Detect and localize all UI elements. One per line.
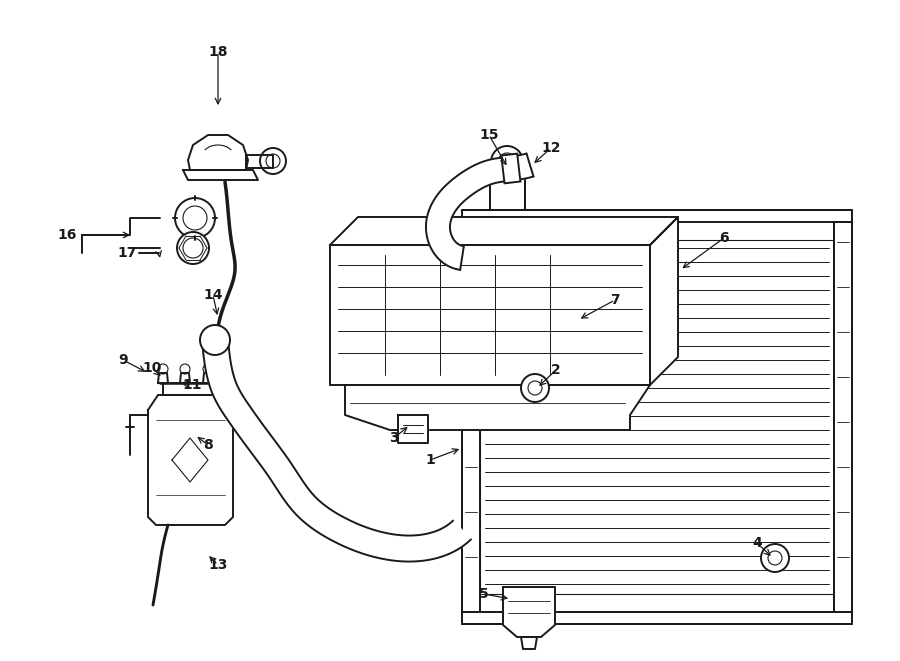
Circle shape — [266, 154, 280, 168]
Polygon shape — [834, 222, 852, 612]
Polygon shape — [203, 373, 213, 383]
Text: 9: 9 — [118, 353, 128, 367]
Polygon shape — [490, 175, 525, 210]
Text: 16: 16 — [58, 228, 77, 242]
Circle shape — [491, 146, 523, 178]
Circle shape — [183, 238, 203, 258]
Polygon shape — [163, 383, 218, 395]
Text: 14: 14 — [203, 288, 223, 302]
Polygon shape — [462, 222, 852, 612]
Circle shape — [260, 148, 286, 174]
Text: 12: 12 — [541, 141, 561, 155]
Text: 18: 18 — [208, 45, 228, 59]
Text: 17: 17 — [118, 246, 137, 260]
Polygon shape — [330, 217, 678, 245]
Circle shape — [498, 153, 516, 171]
Circle shape — [158, 364, 168, 374]
Bar — [501, 153, 520, 183]
Polygon shape — [188, 135, 248, 170]
Polygon shape — [521, 637, 537, 649]
Text: 2: 2 — [551, 363, 561, 377]
Text: 5: 5 — [479, 587, 489, 601]
Polygon shape — [158, 373, 168, 383]
Polygon shape — [148, 395, 233, 525]
Text: 13: 13 — [208, 558, 228, 572]
Circle shape — [200, 325, 230, 355]
Text: 15: 15 — [479, 128, 499, 142]
Polygon shape — [398, 415, 428, 443]
Text: 6: 6 — [719, 231, 729, 245]
Polygon shape — [345, 385, 650, 430]
Polygon shape — [462, 222, 480, 612]
Circle shape — [521, 374, 549, 402]
Polygon shape — [426, 153, 534, 270]
Polygon shape — [462, 210, 852, 222]
Polygon shape — [246, 155, 273, 168]
Polygon shape — [480, 240, 834, 594]
Circle shape — [175, 198, 215, 238]
Text: 3: 3 — [389, 431, 399, 445]
Polygon shape — [503, 587, 555, 637]
Polygon shape — [462, 612, 852, 624]
Text: 8: 8 — [203, 438, 213, 452]
Text: 10: 10 — [142, 361, 162, 375]
Circle shape — [203, 364, 213, 374]
Text: 11: 11 — [182, 378, 202, 392]
Circle shape — [177, 232, 209, 264]
Polygon shape — [180, 373, 190, 383]
Polygon shape — [202, 338, 471, 562]
Polygon shape — [172, 438, 208, 482]
Circle shape — [761, 544, 789, 572]
Circle shape — [180, 364, 190, 374]
Text: 4: 4 — [752, 536, 762, 550]
Circle shape — [183, 206, 207, 230]
Polygon shape — [183, 170, 258, 180]
Text: 1: 1 — [425, 453, 435, 467]
Polygon shape — [330, 245, 650, 385]
Text: 7: 7 — [610, 293, 620, 307]
Circle shape — [768, 551, 782, 565]
Polygon shape — [650, 217, 678, 385]
Circle shape — [528, 381, 542, 395]
